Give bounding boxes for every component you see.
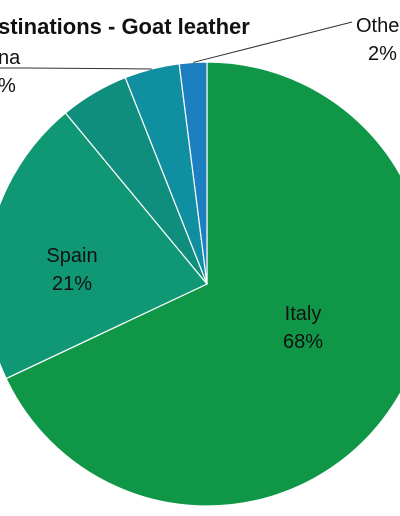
pie-slices: [0, 61, 400, 507]
pie-slice: [5, 61, 400, 507]
leader-line: [192, 21, 353, 63]
slice-value-label: 68%: [283, 331, 323, 353]
slice-value-label: 2%: [368, 43, 397, 65]
chart-title: stinations - Goat leather: [0, 14, 250, 39]
slice-category-label: Italy: [285, 303, 322, 325]
slice-category-label: Spain: [46, 245, 97, 267]
pie-slice: [0, 112, 208, 380]
leader-lines: [0, 21, 353, 70]
slice-value-label: 21%: [52, 273, 92, 295]
slice-value-label: %: [0, 75, 16, 97]
slice-labels: Italy 68% Spain 21% na% Othe 2%: [0, 15, 399, 353]
slice-category-label: Othe: [356, 15, 399, 37]
slice-category-label: na: [0, 47, 21, 69]
leader-line: [0, 67, 152, 70]
